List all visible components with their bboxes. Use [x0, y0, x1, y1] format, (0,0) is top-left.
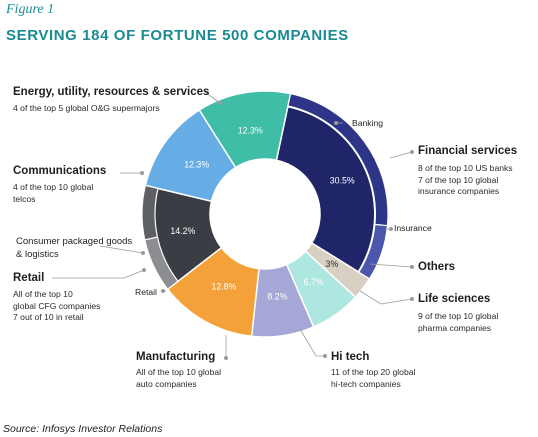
cpg-title: Consumer packaged goods & logistics: [16, 236, 133, 260]
hi-tech-desc: 11 of the top 20 global hi-tech companie…: [331, 367, 416, 389]
slice-value-energy-utility-resources-services: 12.3%: [238, 126, 263, 136]
leader-others: [369, 263, 414, 269]
slice-value-manufacturing: 12.8%: [211, 282, 236, 292]
slice-value-communications: 12.3%: [184, 159, 209, 169]
donut-rings: [141, 90, 389, 338]
leader-insurance: [385, 227, 393, 231]
manufacturing-title: Manufacturing: [136, 351, 216, 363]
leader-banking: [334, 121, 343, 125]
leader-communications: [120, 171, 144, 175]
leader-life-sciences: [359, 290, 414, 305]
leader-retail: [161, 289, 166, 293]
retail-sub-label: Retail: [135, 287, 157, 297]
leader-manufacturing: [224, 335, 228, 360]
slice-value-labels: 30.5% 3%6.7% 8.2% 12.8% 14.2% 12.3% 12.3%: [170, 126, 355, 302]
slice-value-hi-tech: 8.2%: [267, 291, 287, 301]
leader-retail-title: [52, 268, 146, 279]
retail-desc: All of the top 10 global CFG companies 7…: [13, 289, 101, 322]
financial-ring-divider: [287, 105, 376, 273]
banking-label: Banking: [352, 118, 384, 128]
retail-title: Retail: [13, 272, 45, 284]
leader-financial: [389, 150, 414, 159]
leader-hi-tech: [299, 328, 327, 358]
life-sciences-title: Life sciences: [418, 293, 491, 305]
source-note: Source: Infosys Investor Relations: [3, 423, 163, 435]
leader-lines: [52, 91, 414, 360]
insurance-label: Insurance: [394, 223, 432, 233]
communications-desc: 4 of the top 10 global telcos: [13, 182, 94, 204]
energy-desc: 4 of the top 5 global O&G supermajors: [13, 103, 160, 113]
slice-value-life-sciences: 6.7%: [304, 277, 324, 287]
energy-title: Energy, utility, resources & services: [13, 86, 210, 98]
slice-value-retail-consumer-packaged-goods-logistics: 14.2%: [170, 226, 195, 236]
figure-label: Figure 1: [6, 2, 55, 17]
financial-services-desc: 8 of the top 10 US banks 7 of the top 10…: [418, 163, 513, 196]
manufacturing-desc: All of the top 10 global auto companies: [136, 367, 222, 389]
chart-title: SERVING 184 OF FORTUNE 500 COMPANIES: [6, 27, 349, 44]
financial-services-title: Financial services: [418, 145, 518, 157]
communications-title: Communications: [13, 165, 107, 177]
leader-cpg: [99, 245, 145, 255]
slice-value-financial-services: 30.5%: [330, 175, 355, 185]
leader-energy: [204, 91, 222, 105]
life-sciences-desc: 9 of the top 10 global pharma companies: [418, 311, 499, 333]
outer-ring-consumer-packaged-goods-logistics: [141, 184, 159, 241]
slice-value-others: 3%: [326, 259, 339, 269]
hi-tech-title: Hi tech: [331, 351, 370, 363]
others-title: Others: [418, 261, 456, 273]
